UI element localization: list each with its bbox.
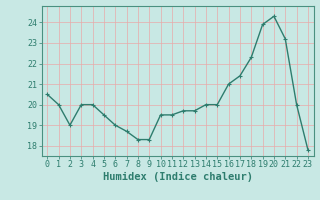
X-axis label: Humidex (Indice chaleur): Humidex (Indice chaleur) [103, 172, 252, 182]
